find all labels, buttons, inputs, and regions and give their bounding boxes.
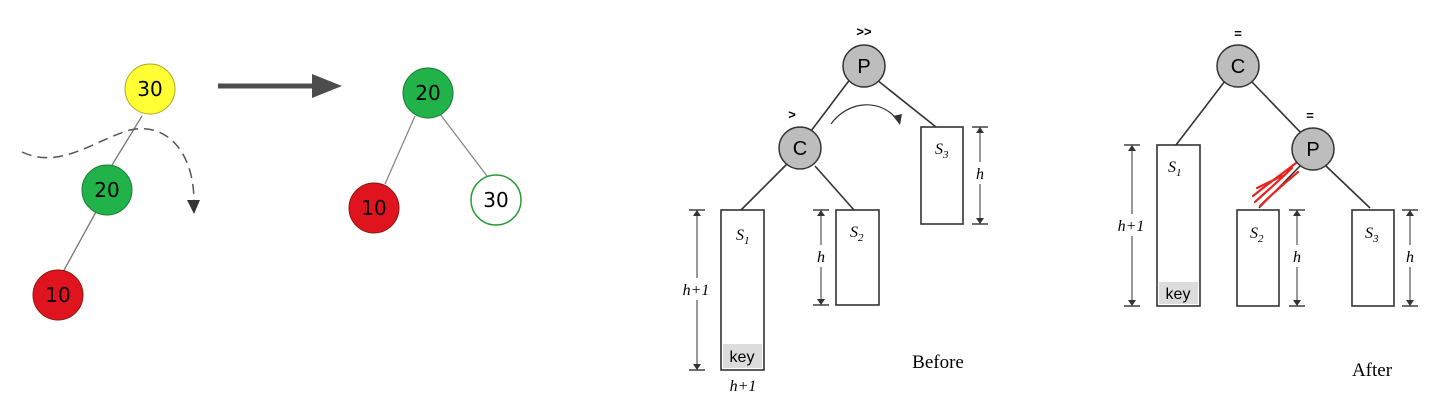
after-subtree-s2: S2 bbox=[1236, 209, 1280, 307]
after-subtree-s1: key S1 bbox=[1156, 144, 1201, 307]
before-subtree-s1: key S1 bbox=[720, 209, 765, 371]
left-after-tree: 20 10 30 bbox=[348, 67, 522, 234]
node-30: 30 bbox=[124, 63, 176, 115]
after-subtree-s3: S3 bbox=[1351, 209, 1395, 307]
before-s2-label: S2 bbox=[850, 224, 864, 244]
before-rotation-arrow bbox=[830, 104, 899, 125]
before-s1-height: h+1 bbox=[676, 209, 718, 371]
node-20-after-label: 20 bbox=[415, 81, 440, 105]
after-key-label: key bbox=[1166, 286, 1191, 303]
transition-arrow bbox=[218, 74, 342, 98]
node-20: 20 bbox=[81, 164, 133, 216]
before-rotation-arrowhead bbox=[893, 114, 902, 125]
after-s2-label: S2 bbox=[1250, 225, 1264, 245]
before-key-label: key bbox=[730, 349, 755, 366]
after-s1-label: S1 bbox=[1168, 159, 1182, 179]
before-node-c: > C bbox=[778, 107, 822, 170]
node-30-after-label: 30 bbox=[483, 188, 508, 212]
node-30-after: 30 bbox=[470, 174, 522, 226]
node-20-after: 20 bbox=[402, 67, 454, 119]
node-30-label: 30 bbox=[137, 77, 162, 101]
before-s2-height-label: h bbox=[817, 249, 825, 266]
after-node-c-balance: = bbox=[1234, 26, 1242, 41]
after-caption: After bbox=[1352, 360, 1393, 381]
rotation-dashed-arrow bbox=[21, 127, 195, 206]
red-scribble bbox=[1251, 161, 1300, 208]
after-s1-height: h+1 bbox=[1111, 144, 1153, 307]
before-s3-label: S3 bbox=[935, 141, 949, 161]
after-s3-label: S3 bbox=[1365, 225, 1379, 245]
edge-30-20 bbox=[108, 115, 143, 171]
after-diagram: = C = P key S1 h+1 S2 bbox=[1111, 26, 1419, 381]
before-s2-height: h bbox=[812, 209, 830, 306]
before-node-p: >> P bbox=[842, 24, 886, 88]
after-s2-height-label: h bbox=[1293, 249, 1301, 266]
rotation-arrowhead bbox=[187, 200, 200, 214]
edge-c-p-after bbox=[1251, 81, 1304, 136]
left-before-tree: 30 20 10 bbox=[21, 63, 200, 321]
before-s3-height: h bbox=[971, 126, 989, 225]
after-s2-height: h bbox=[1288, 209, 1306, 307]
before-node-c-label: C bbox=[793, 138, 807, 160]
before-s1-height-label: h+1 bbox=[683, 282, 710, 299]
edge-p-s3-after bbox=[1325, 165, 1371, 209]
node-10: 10 bbox=[32, 269, 84, 321]
after-key-box bbox=[1159, 282, 1198, 304]
before-s3-height-label: h bbox=[976, 166, 984, 183]
edge-20-10-after bbox=[384, 115, 416, 185]
before-key-box bbox=[723, 344, 762, 368]
edge-c-s1-after bbox=[1175, 80, 1226, 146]
after-s3-height: h bbox=[1401, 209, 1419, 307]
after-node-p-label: P bbox=[1306, 139, 1319, 161]
before-node-c-balance: > bbox=[788, 107, 796, 122]
edge-20-30-after bbox=[439, 113, 488, 177]
before-caption: Before bbox=[912, 352, 964, 373]
before-diagram: >> P > C key S1 h+1 h+1 bbox=[676, 24, 989, 395]
edge-p-c bbox=[810, 77, 852, 132]
before-subtree-s2: S2 bbox=[835, 209, 880, 306]
node-20-label: 20 bbox=[94, 178, 119, 202]
after-node-c-label: C bbox=[1231, 56, 1245, 78]
before-node-p-label: P bbox=[857, 56, 870, 78]
edge-p-s3 bbox=[876, 79, 937, 128]
before-subtree-s3: S3 bbox=[920, 126, 964, 225]
after-s3-height-label: h bbox=[1406, 249, 1414, 266]
node-10-after-label: 10 bbox=[361, 196, 386, 220]
edge-c-s2 bbox=[814, 165, 855, 211]
after-node-p: = P bbox=[1291, 108, 1335, 171]
after-node-p-balance: = bbox=[1306, 108, 1314, 123]
edge-20-10 bbox=[62, 209, 98, 273]
before-s1-label: S1 bbox=[736, 227, 750, 247]
before-node-p-balance: >> bbox=[856, 24, 872, 39]
before-s1-bottom-height-label: h+1 bbox=[730, 378, 757, 395]
node-10-label: 10 bbox=[45, 283, 70, 307]
after-s1-height-label: h+1 bbox=[1118, 218, 1145, 235]
edge-c-s1 bbox=[740, 163, 788, 211]
node-10-after: 10 bbox=[348, 182, 400, 234]
after-node-c: = C bbox=[1216, 26, 1260, 88]
